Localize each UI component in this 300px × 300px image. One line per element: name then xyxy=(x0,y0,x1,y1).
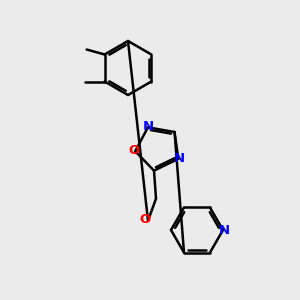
Text: N: N xyxy=(218,224,230,236)
Text: N: N xyxy=(174,152,185,165)
Text: O: O xyxy=(129,144,140,157)
Text: O: O xyxy=(140,213,151,226)
Text: N: N xyxy=(143,120,154,133)
